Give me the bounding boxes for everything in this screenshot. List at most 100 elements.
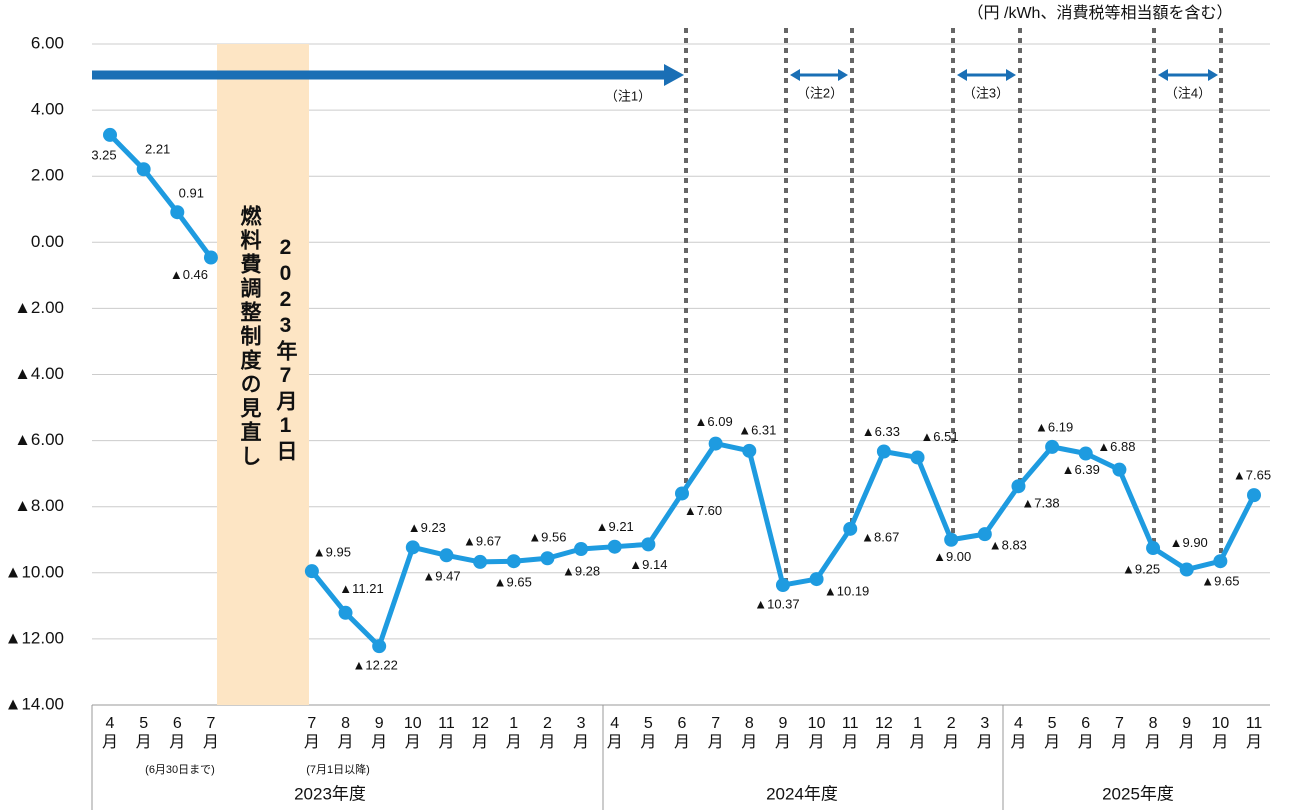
point [876,444,891,459]
point [910,450,925,465]
x-tick-label: 3月 [573,715,590,751]
data-label: ▲8.83 [989,538,1027,553]
point [203,250,218,265]
point [1213,554,1228,569]
point [1146,541,1161,556]
y-tick-label: 2.00 [31,166,64,185]
x-tick-label: 8月 [337,715,354,751]
arrows [92,64,1218,86]
arrow-note: （注3） [963,85,1009,100]
x-tick-label: 5月 [135,715,152,751]
data-label: ▲7.38 [1021,496,1059,511]
data-label: ▲6.51 [920,429,958,444]
x-tick-label: 11月 [438,715,455,751]
x-tick-label: 2月 [943,715,960,751]
x-tick-label: 9月 [774,715,791,751]
point [574,542,589,557]
x-tick-label: 11月 [841,715,859,751]
data-label: ▲9.14 [629,557,667,572]
x-tick-label: 10月 [403,715,422,751]
data-label: ▲6.31 [738,422,776,437]
x-tick-label: 7月 [707,715,724,751]
data-label: 3.25 [91,147,116,162]
point [977,527,992,542]
data-label: ▲7.65 [1233,468,1271,483]
data-label: ▲10.37 [754,596,799,611]
x-tick-label: 1月 [505,715,522,751]
note-lines [684,28,1223,580]
point [439,548,454,563]
x-tick-label: 7月 [202,715,219,751]
y-tick-label: 4.00 [31,100,64,119]
data-label: ▲9.65 [1201,574,1239,589]
data-label: ▲9.00 [933,549,971,564]
x-tick-label: 10月 [807,715,826,751]
x-tick-label: 2月 [539,715,556,751]
x-tick-label: 6月 [169,715,186,751]
data-label: ▲6.09 [695,414,733,429]
point [607,539,622,554]
point [775,578,790,593]
point [170,205,185,220]
data-label: ▲10.19 [824,584,869,599]
revision-text: 燃料費調整制度の見直し [238,205,261,469]
x-tick-label: 4月 [606,715,623,751]
point [1011,479,1026,494]
x-tick-label: 10月 [1211,715,1230,751]
y-tick-label: ▲2.00 [14,298,64,317]
x-tick-label: 5月 [640,715,657,751]
y-tick-label: ▲4.00 [14,364,64,383]
x-tick-label: 9月 [1178,715,1195,751]
x-tick-label: 4月 [1010,715,1027,751]
data-label: ▲9.23 [408,520,446,535]
data-label: ▲6.88 [1097,439,1135,454]
point [944,532,959,547]
x-tick-label: 6月 [673,715,690,751]
point [1179,562,1194,577]
point [1078,446,1093,461]
data-label: ▲6.39 [1062,462,1100,477]
point [1045,439,1060,454]
fiscal-year: 2024年度 [766,784,838,803]
revision-date: 2023年7月1日 [274,236,297,464]
point [540,551,555,566]
x-tick-label: 9月 [371,715,388,751]
point [405,540,420,555]
data-label: ▲9.25 [1122,561,1160,576]
y-tick-label: ▲10.00 [5,562,64,581]
y-tick-label: 0.00 [31,232,64,251]
y-tick-label: ▲6.00 [14,430,64,449]
x-frame [91,705,1004,810]
y-tick-label: ▲14.00 [5,694,64,713]
data-label: ▲11.21 [339,581,383,596]
y-tick-label: ▲12.00 [5,628,64,647]
data-label: ▲9.28 [562,563,600,578]
point [506,554,521,569]
x-tick-label: 7月 [1111,715,1128,751]
data-label: ▲9.56 [528,530,566,545]
x-tick-label: 1月 [909,715,926,751]
x-tick-label: 4月 [101,715,118,751]
revision-band [217,44,309,705]
x-tick-label: 8月 [741,715,758,751]
data-label: 2.21 [145,142,170,157]
arrow-note: （注1） [605,88,651,103]
point [473,554,488,569]
point [1247,488,1261,503]
x-tick-label: 7月 [303,715,320,751]
data-label: ▲6.19 [1035,419,1073,434]
x-tick-label: 3月 [976,715,993,751]
unit-note: （円 /kWh、消費税等相当額を含む） [968,4,1233,22]
x-tick-label: 11月 [1245,715,1263,751]
point [708,436,723,451]
point [742,443,757,458]
point [1112,462,1127,477]
arrow-note: （注2） [797,85,843,100]
x-tick-label: 8月 [1145,715,1162,751]
data-label: 0.91 [179,186,204,201]
data-label: ▲8.67 [861,529,899,544]
month-note: (6月30日まで) [145,763,215,776]
x-tick-label: 5月 [1044,715,1061,751]
data-label: ▲6.33 [862,424,900,439]
